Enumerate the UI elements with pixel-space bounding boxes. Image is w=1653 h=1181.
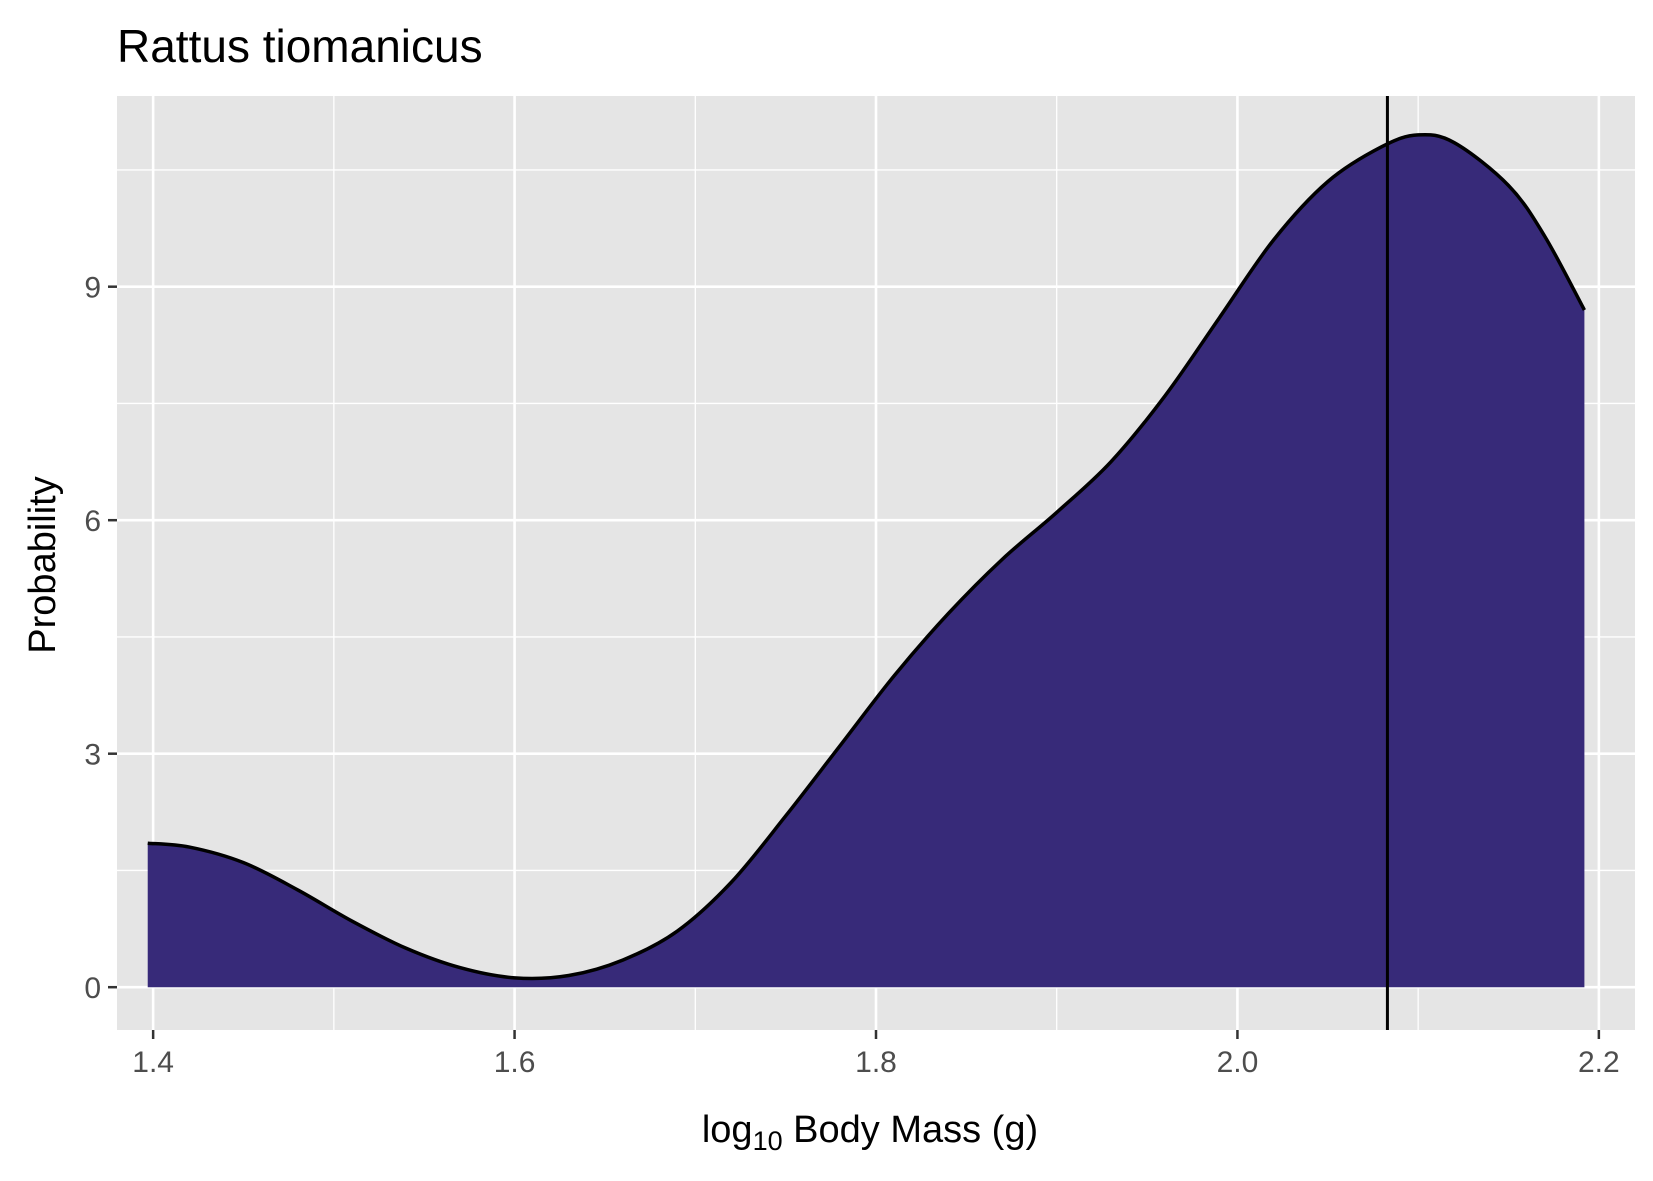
y-tick-label: 3 (84, 739, 101, 772)
y-tick-label: 9 (84, 272, 101, 305)
x-axis-title: log10 Body Mass (g) (702, 1109, 1038, 1156)
x-tick-label: 2.2 (1578, 1046, 1620, 1079)
y-tick-label: 6 (84, 505, 101, 538)
x-axis-title-subscript: 10 (753, 1126, 783, 1156)
y-axis-title: Probability (22, 476, 64, 653)
x-axis-title-prefix: log (702, 1109, 753, 1151)
x-tick-label: 1.6 (494, 1046, 536, 1079)
x-axis: 1.4 1.6 1.8 2.0 2.2 (132, 1030, 1620, 1079)
x-tick-label: 2.0 (1217, 1046, 1259, 1079)
chart-title: Rattus tiomanicus (117, 20, 483, 72)
density-curve (147, 132, 1586, 981)
y-axis: 0 3 6 9 (84, 272, 117, 1005)
x-axis-title-suffix: Body Mass (g) (783, 1109, 1039, 1151)
y-tick-label: 0 (84, 972, 101, 1005)
density-area (147, 134, 1585, 988)
x-tick-label: 1.8 (855, 1046, 897, 1079)
x-tick-label: 1.4 (132, 1046, 174, 1079)
